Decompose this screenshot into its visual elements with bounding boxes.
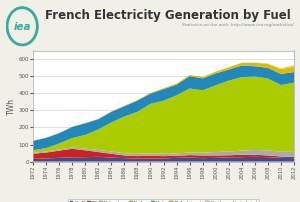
Text: iea: iea: [14, 22, 31, 32]
Text: French Electricity Generation by Fuel: French Electricity Generation by Fuel: [45, 9, 291, 22]
Text: Statistics on the web: http://www.iea.org/statistics/: Statistics on the web: http://www.iea.or…: [182, 23, 294, 27]
Legend: Coal*, Oil, Natural gas, Nuclear, Hydro, Biofuels/waste, Geothermal/solar/wind: Coal*, Oil, Natural gas, Nuclear, Hydro,…: [68, 199, 259, 202]
Y-axis label: TWh: TWh: [7, 98, 16, 115]
